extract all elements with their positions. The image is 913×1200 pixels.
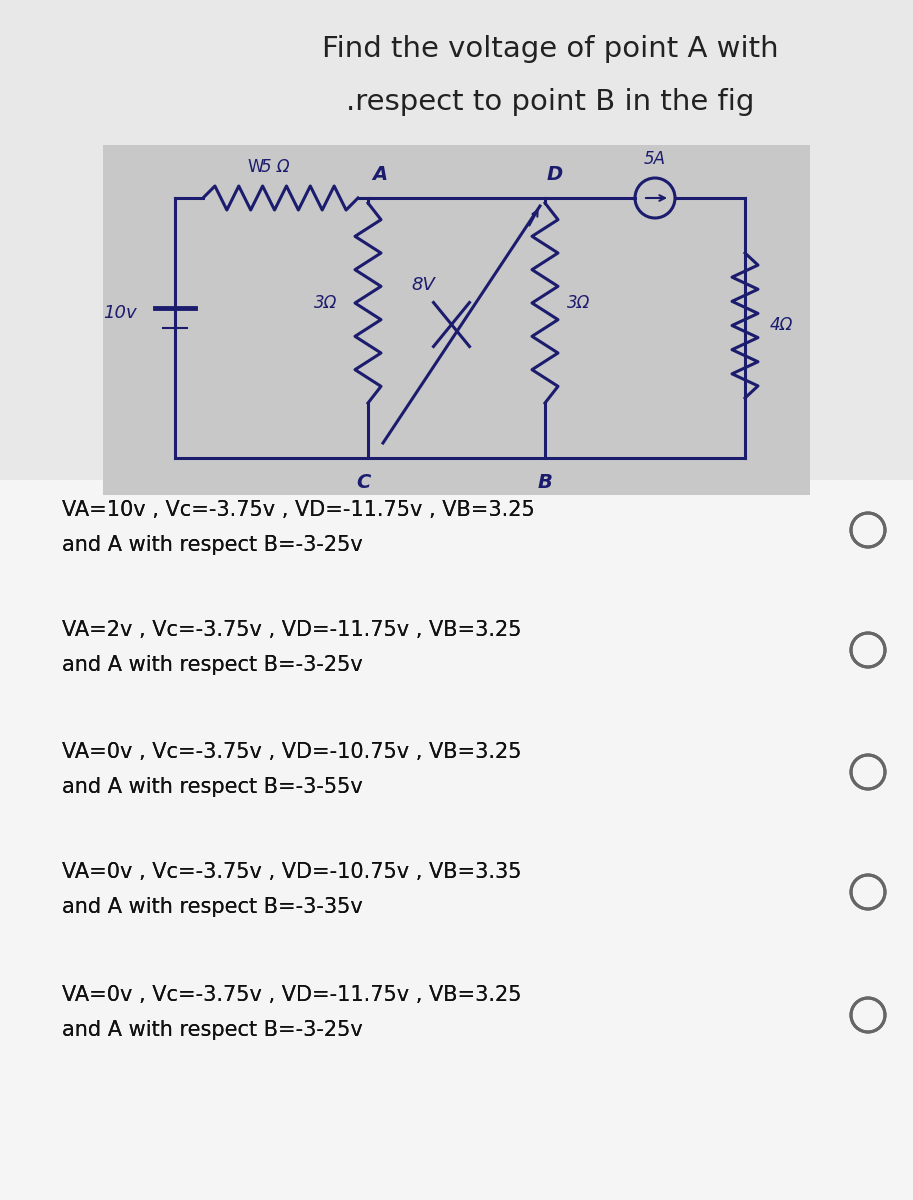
Text: 8V: 8V xyxy=(412,276,436,294)
Text: and A with respect B=-3-25v: and A with respect B=-3-25v xyxy=(62,1020,362,1040)
Text: and A with respect B=-3-25v: and A with respect B=-3-25v xyxy=(62,655,362,674)
Text: VA=10v , Vc=-3.75v , VD=-11.75v , VB=3.25: VA=10v , Vc=-3.75v , VD=-11.75v , VB=3.2… xyxy=(62,500,535,520)
Text: D: D xyxy=(547,164,563,184)
Bar xyxy=(103,145,810,494)
Text: 10v: 10v xyxy=(103,304,137,322)
Text: A: A xyxy=(372,164,387,184)
Text: B: B xyxy=(538,473,552,492)
Bar xyxy=(0,480,913,1200)
Text: and A with respect B=-3-25v: and A with respect B=-3-25v xyxy=(62,1020,362,1040)
Text: VA=2v , Vc=-3.75v , VD=-11.75v , VB=3.25: VA=2v , Vc=-3.75v , VD=-11.75v , VB=3.25 xyxy=(62,620,521,640)
Text: VA=0v , Vc=-3.75v , VD=-10.75v , VB=3.35: VA=0v , Vc=-3.75v , VD=-10.75v , VB=3.35 xyxy=(62,862,521,882)
Text: VA=0v , Vc=-3.75v , VD=-11.75v , VB=3.25: VA=0v , Vc=-3.75v , VD=-11.75v , VB=3.25 xyxy=(62,985,521,1006)
Text: 5A: 5A xyxy=(644,150,666,168)
Text: 3Ω: 3Ω xyxy=(314,294,338,312)
Text: 3Ω: 3Ω xyxy=(567,294,591,312)
Text: W: W xyxy=(247,158,264,176)
Text: 4Ω: 4Ω xyxy=(770,317,793,335)
Text: Find the voltage of point A with: Find the voltage of point A with xyxy=(321,35,778,62)
Text: and A with respect B=-3-25v: and A with respect B=-3-25v xyxy=(62,655,362,674)
Text: and A with respect B=-3-55v: and A with respect B=-3-55v xyxy=(62,778,362,797)
Text: and A with respect B=-3-55v: and A with respect B=-3-55v xyxy=(62,778,362,797)
Text: VA=0v , Vc=-3.75v , VD=-10.75v , VB=3.25: VA=0v , Vc=-3.75v , VD=-10.75v , VB=3.25 xyxy=(62,742,521,762)
Text: and A with respect B=-3-35v: and A with respect B=-3-35v xyxy=(62,898,362,917)
Text: and A with respect B=-3-25v: and A with respect B=-3-25v xyxy=(62,535,362,554)
Text: VA=10v , Vc=-3.75v , VD=-11.75v , VB=3.25: VA=10v , Vc=-3.75v , VD=-11.75v , VB=3.2… xyxy=(62,500,535,520)
Text: VA=0v , Vc=-3.75v , VD=-11.75v , VB=3.25: VA=0v , Vc=-3.75v , VD=-11.75v , VB=3.25 xyxy=(62,985,521,1006)
Text: VA=0v , Vc=-3.75v , VD=-10.75v , VB=3.35: VA=0v , Vc=-3.75v , VD=-10.75v , VB=3.35 xyxy=(62,862,521,882)
Text: .respect to point B in the fig: .respect to point B in the fig xyxy=(346,88,754,116)
Text: and A with respect B=-3-25v: and A with respect B=-3-25v xyxy=(62,535,362,554)
Text: C: C xyxy=(356,473,370,492)
Text: VA=0v , Vc=-3.75v , VD=-10.75v , VB=3.25: VA=0v , Vc=-3.75v , VD=-10.75v , VB=3.25 xyxy=(62,742,521,762)
Text: 5 Ω: 5 Ω xyxy=(261,158,289,176)
Text: VA=2v , Vc=-3.75v , VD=-11.75v , VB=3.25: VA=2v , Vc=-3.75v , VD=-11.75v , VB=3.25 xyxy=(62,620,521,640)
Text: and A with respect B=-3-35v: and A with respect B=-3-35v xyxy=(62,898,362,917)
